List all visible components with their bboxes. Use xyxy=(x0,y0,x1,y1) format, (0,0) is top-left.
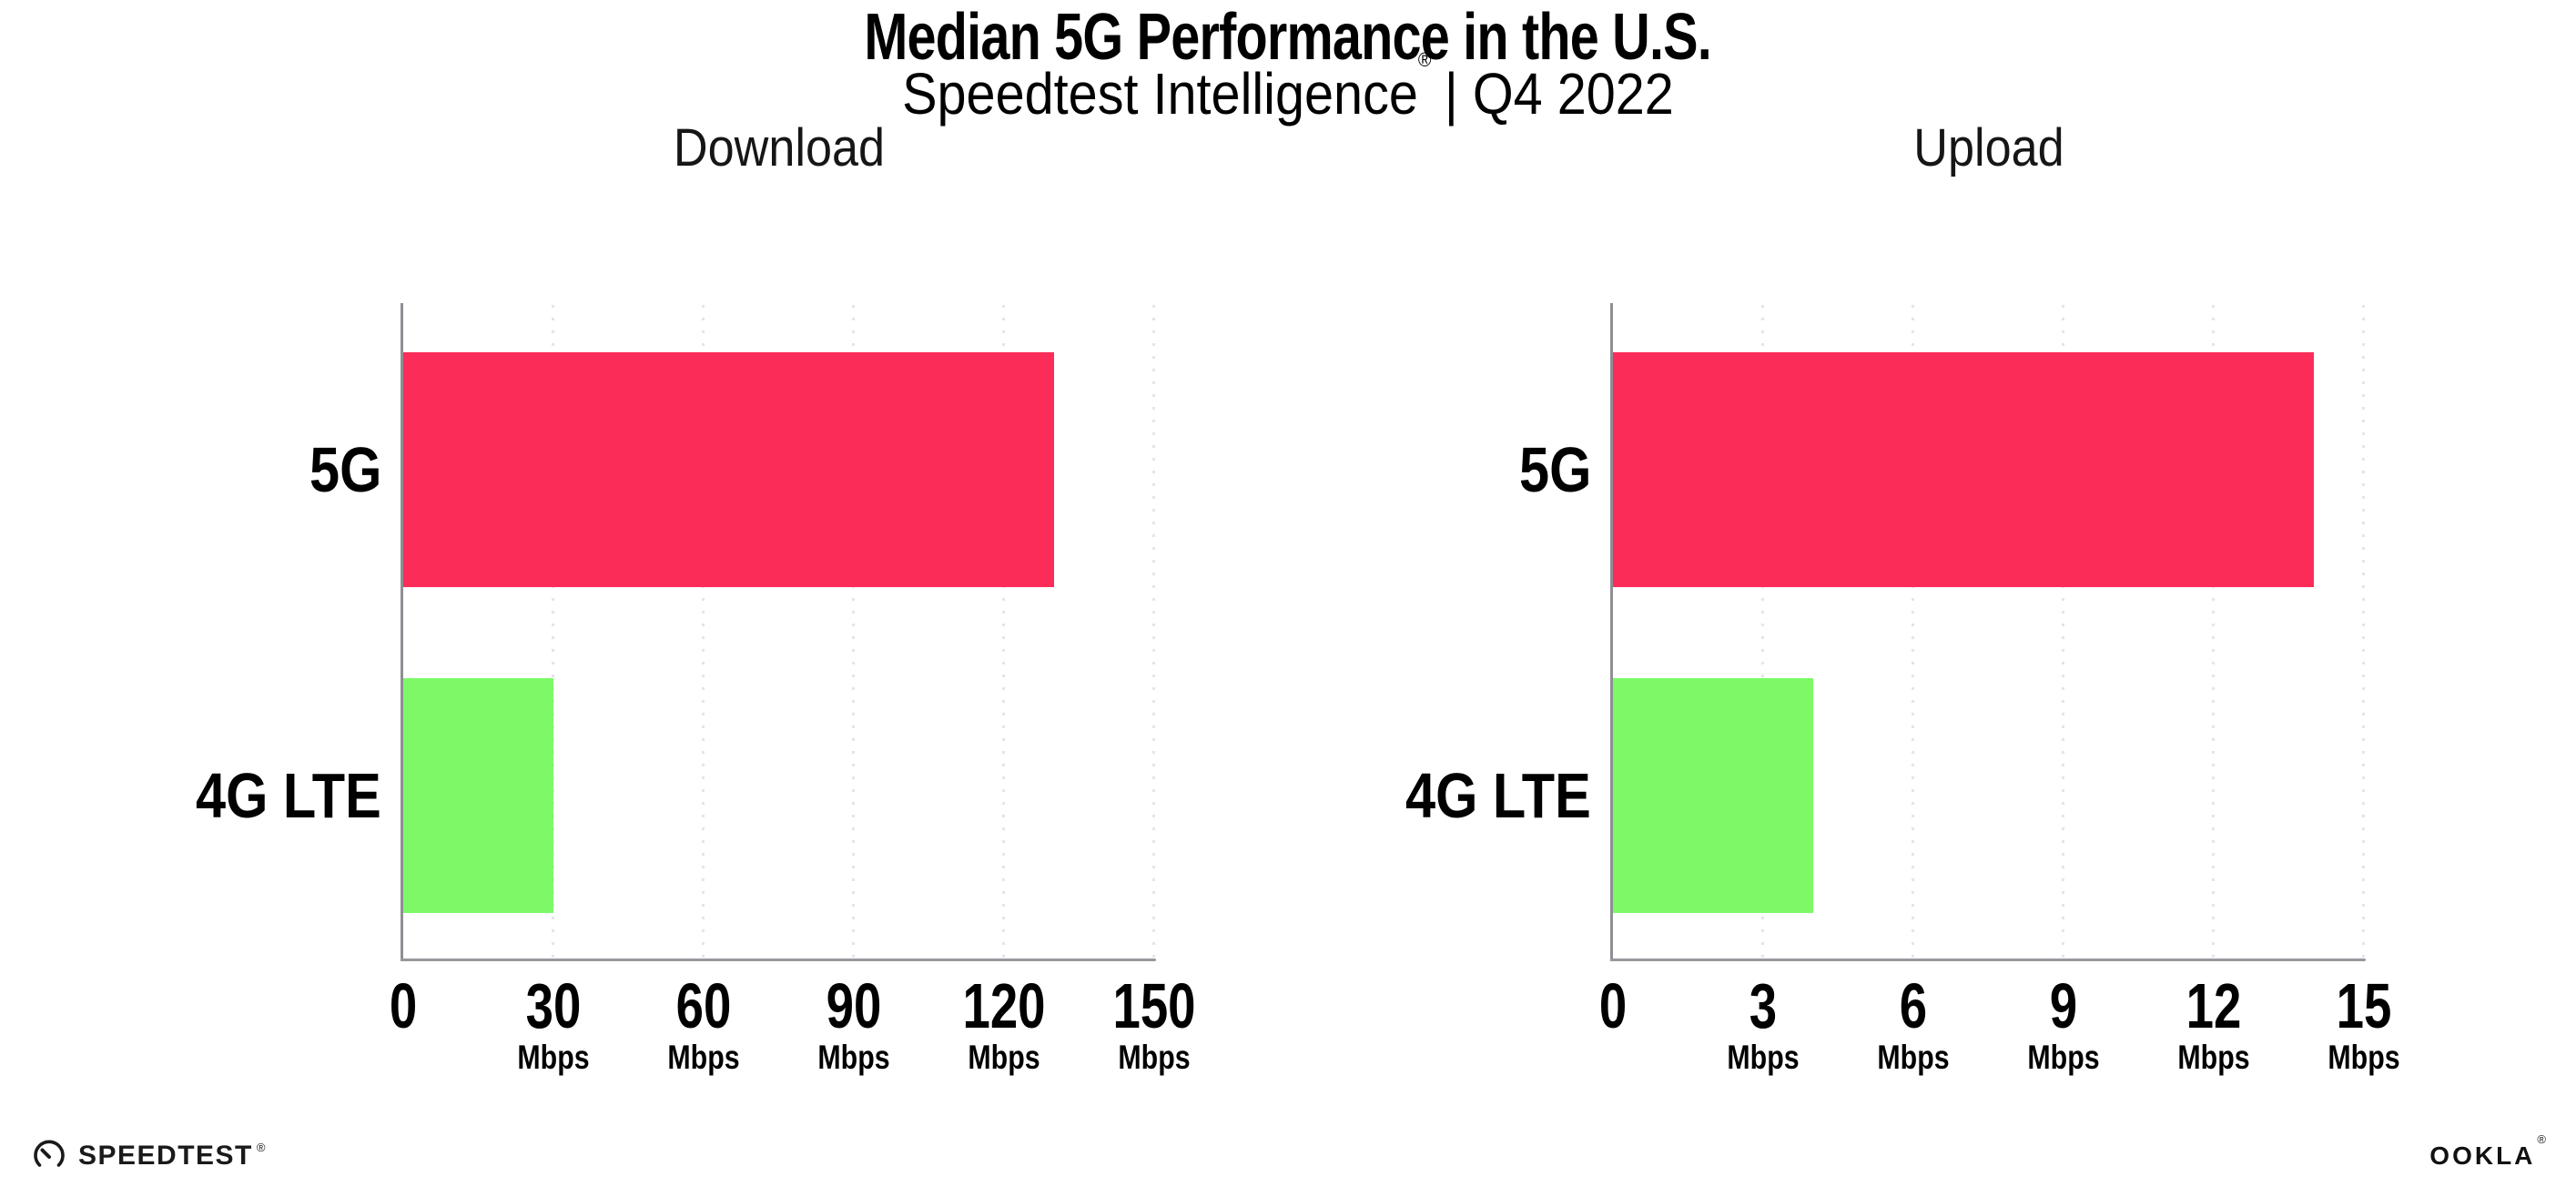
x-tick-90: 90 Mbps xyxy=(810,970,898,1076)
x-tick-3-unit: Mbps xyxy=(1727,1039,1800,1076)
x-tick-90-value: 90 xyxy=(826,970,882,1041)
x-tick-15: 15 Mbps xyxy=(2320,970,2409,1076)
x-tick-6-value: 6 xyxy=(1899,970,1928,1041)
x-tick-120-value: 120 xyxy=(962,970,1046,1041)
x-tick-0: 0 xyxy=(386,970,421,1041)
bar-4g-lte-download xyxy=(403,678,553,913)
x-tick-3-value: 3 xyxy=(1749,970,1778,1041)
x-tick-60-unit: Mbps xyxy=(667,1039,740,1076)
download-chart-title: Download xyxy=(662,117,897,178)
x-tick-3: 3 Mbps xyxy=(1719,970,1808,1076)
ookla-logo: OOKLA ® xyxy=(2429,1132,2549,1171)
bar-5g-download xyxy=(403,352,1054,587)
category-label-5g-text: 5G xyxy=(1518,434,1591,505)
gridline-3mbps xyxy=(1761,305,1764,959)
page-subtitle: Speedtest Intelligence® | Q4 2022 xyxy=(0,48,2576,127)
x-axis-line xyxy=(401,959,1156,961)
x-tick-12-value: 12 xyxy=(2186,970,2242,1041)
x-tick-30: 30 Mbps xyxy=(510,970,598,1076)
x-tick-15-unit: Mbps xyxy=(2328,1039,2400,1076)
x-tick-12-unit: Mbps xyxy=(2177,1039,2250,1076)
subtitle-brand: Speedtest Intelligence xyxy=(902,61,1418,127)
gridline-150mbps xyxy=(1152,305,1155,959)
x-tick-30-value: 30 xyxy=(525,970,582,1041)
category-label-4g-lte: 4G LTE xyxy=(0,678,381,913)
download-chart: Download 5G 4G LTE 0 30 Mbps 60 Mbps 90 xyxy=(196,118,1195,1075)
gridline-12mbps xyxy=(2212,305,2215,959)
x-tick-90-unit: Mbps xyxy=(817,1039,890,1076)
bar-4g-lte-upload xyxy=(1613,678,1813,913)
registered-trademark-icon: ® xyxy=(256,1140,266,1154)
x-tick-30-unit: Mbps xyxy=(517,1039,590,1076)
ookla-wordmark: OOKLA xyxy=(2429,1141,2536,1170)
category-label-5g: 5G xyxy=(0,352,381,587)
page-title: Median 5G Performance in the U.S. xyxy=(0,0,2576,75)
x-tick-60-value: 60 xyxy=(675,970,732,1041)
x-tick-12: 12 Mbps xyxy=(2170,970,2258,1076)
x-tick-6: 6 Mbps xyxy=(1870,970,1958,1076)
gridline-6mbps xyxy=(1912,305,1914,959)
gridline-15mbps xyxy=(2362,305,2365,959)
x-tick-150-unit: Mbps xyxy=(1118,1039,1191,1076)
x-tick-150-value: 150 xyxy=(1112,970,1196,1041)
upload-chart-title: Upload xyxy=(1905,117,2073,178)
page-title-text: Median 5G Performance in the U.S. xyxy=(864,1,1712,74)
x-tick-6-unit: Mbps xyxy=(1877,1039,1950,1076)
category-label-4g-lte-text: 4G LTE xyxy=(196,760,381,831)
y-axis-line xyxy=(1610,303,1613,961)
x-tick-150: 150 Mbps xyxy=(1101,970,1208,1076)
x-tick-0: 0 xyxy=(1596,970,1631,1041)
x-axis-line xyxy=(1610,959,2366,961)
registered-trademark-icon: ® xyxy=(2537,1132,2549,1146)
bar-5g-upload xyxy=(1613,352,2314,587)
upload-chart: Upload 5G 4G LTE 0 3 Mbps 6 Mbps 9 M xyxy=(1405,118,2399,1075)
download-chart-title-text: Download xyxy=(673,118,885,178)
subtitle-period: | Q4 2022 xyxy=(1444,61,1674,127)
gridline-30mbps xyxy=(552,305,554,959)
x-tick-9-unit: Mbps xyxy=(2027,1039,2100,1076)
speedtest-logo: SPEEDTEST ® xyxy=(31,1138,265,1174)
x-tick-9: 9 Mbps xyxy=(2020,970,2108,1076)
category-label-5g: 5G xyxy=(1209,352,1591,587)
gridline-60mbps xyxy=(702,305,705,959)
x-tick-0-value: 0 xyxy=(1598,970,1628,1041)
upload-chart-title-text: Upload xyxy=(1912,118,2064,178)
x-tick-15-value: 15 xyxy=(2336,970,2392,1041)
category-label-5g-text: 5G xyxy=(309,434,381,505)
gridline-120mbps xyxy=(1002,305,1005,959)
x-tick-60: 60 Mbps xyxy=(660,970,748,1076)
category-label-4g-lte-text: 4G LTE xyxy=(1405,760,1591,831)
category-label-4g-lte: 4G LTE xyxy=(1209,678,1591,913)
x-tick-9-value: 9 xyxy=(2049,970,2078,1041)
gridline-9mbps xyxy=(2062,305,2064,959)
gridline-90mbps xyxy=(852,305,855,959)
speedtest-wordmark: SPEEDTEST xyxy=(78,1141,253,1171)
x-tick-120-unit: Mbps xyxy=(968,1039,1040,1076)
speedtest-gauge-icon xyxy=(34,1140,65,1167)
page-subtitle-text: Speedtest Intelligence® | Q4 2022 xyxy=(902,48,1674,127)
x-tick-0-value: 0 xyxy=(389,970,418,1041)
x-tick-120: 120 Mbps xyxy=(951,970,1058,1076)
y-axis-line xyxy=(401,303,403,961)
registered-trademark-icon: ® xyxy=(1417,47,1432,71)
